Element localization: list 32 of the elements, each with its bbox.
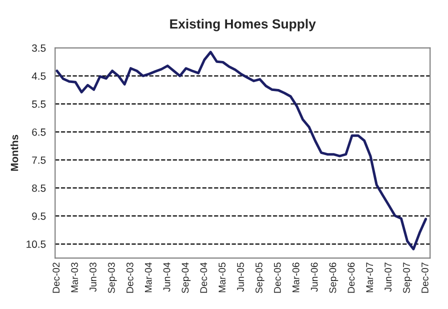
y-tick-label: 3.5 [32,44,46,52]
y-tick-label: 5.5 [32,100,46,108]
x-tick-label: Dec-02 [52,262,60,293]
x-tick-label: Dec-03 [126,262,134,293]
x-tick-label: Mar-07 [366,262,374,292]
x-tick-label: Sep-07 [403,262,412,294]
x-tick-label: Dec-07 [422,262,428,293]
x-tick-label: Sep-05 [256,262,264,294]
x-tick-label: Jun-04 [163,262,170,292]
x-tick-label: Jun-03 [90,262,96,292]
y-tick-label: 8.5 [32,184,46,192]
x-tick-label: Dec-04 [200,262,208,293]
y-tick-label: 9.5 [32,212,46,220]
x-tick-label: Mar-05 [218,262,226,292]
x-tick-label: Sep-04 [182,262,191,294]
x-tick-label: Sep-03 [108,262,117,294]
x-tick-label: Sep-06 [329,262,338,294]
x-tick-label: Mar-04 [144,262,152,292]
x-tick-label: Dec-06 [348,262,355,293]
x-tick-label: Jun-05 [237,262,244,292]
y-tick-label: 10.5 [26,240,46,248]
x-tick-label: Mar-03 [71,262,78,292]
x-tick-label: Dec-05 [274,262,281,293]
x-tick-label: Jun-06 [310,262,318,292]
y-tick-label: 6.5 [32,128,46,136]
y-tick-label: 7.5 [32,156,46,164]
x-tick-label: Mar-06 [292,262,300,292]
y-axis-title: Months [10,134,18,171]
y-tick-label: 4.5 [32,72,46,80]
x-tick-label: Jun-07 [384,262,392,292]
line-series [56,50,428,250]
chart-title: Existing Homes Supply [170,18,316,32]
